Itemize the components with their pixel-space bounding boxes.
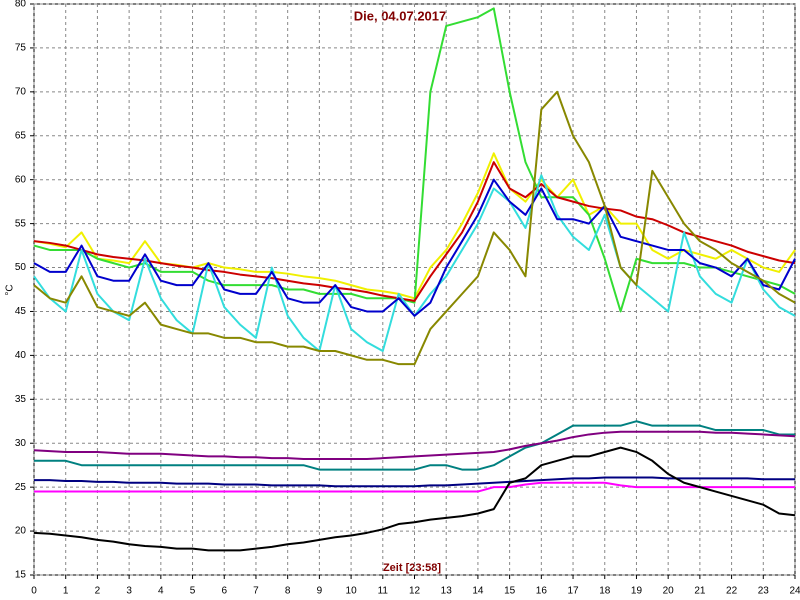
- y-tick-label: 35: [15, 394, 27, 405]
- y-tick-label: 80: [15, 0, 27, 10]
- x-tick-label: 23: [758, 586, 770, 597]
- series-line: [33, 430, 796, 461]
- x-tick-label: 14: [472, 586, 484, 597]
- x-tick-label: 21: [694, 586, 706, 597]
- x-tick-label: 20: [663, 586, 675, 597]
- y-tick-label: 75: [15, 43, 27, 54]
- y-tick-label: 15: [15, 570, 27, 581]
- series-line: [34, 476, 795, 488]
- y-tick-label: 55: [15, 218, 27, 229]
- series-line: [34, 481, 795, 493]
- x-tick-label: 24: [789, 586, 800, 597]
- y-tick-label: 60: [15, 174, 27, 185]
- series-line: [34, 420, 795, 471]
- y-tick-label: 45: [15, 306, 27, 317]
- x-tick-label: 11: [378, 586, 389, 597]
- x-tick-label: 6: [221, 586, 227, 597]
- x-tick-label: 2: [95, 586, 101, 597]
- y-tick-label: 65: [15, 130, 27, 141]
- x-tick-label: 3: [126, 586, 132, 597]
- y-tick-label: 50: [15, 262, 27, 273]
- y-tick-label: 70: [15, 86, 27, 97]
- x-tick-label: 4: [158, 586, 164, 597]
- series-line: [33, 178, 796, 317]
- x-tick-label: 8: [285, 586, 291, 597]
- series-line: [33, 90, 796, 366]
- y-tick-label: 40: [15, 350, 27, 361]
- x-tick-label: 22: [726, 586, 738, 597]
- y-tick-label: 25: [15, 482, 27, 493]
- x-tick-label: 1: [63, 586, 69, 597]
- series-line: [33, 161, 796, 302]
- y-axis-label: °C: [5, 284, 16, 295]
- x-tick-label: 19: [631, 586, 643, 597]
- x-tick-label: 17: [567, 586, 579, 597]
- x-tick-label: 10: [346, 586, 358, 597]
- y-tick-label: 30: [15, 438, 27, 449]
- x-tick-label: 7: [253, 586, 259, 597]
- y-tick-label: 20: [15, 526, 27, 537]
- series-line: [33, 446, 796, 552]
- x-tick-label: 9: [317, 586, 323, 597]
- x-tick-label: 13: [441, 586, 453, 597]
- series-line: [33, 7, 796, 313]
- x-tick-label: 15: [504, 586, 516, 597]
- chart-title: Die, 04.07.2017: [354, 8, 447, 23]
- x-tick-label: 5: [190, 586, 196, 597]
- x-tick-label: 16: [536, 586, 548, 597]
- x-axis-label: Zeit [23:58]: [383, 562, 441, 574]
- x-tick-label: 0: [31, 586, 37, 597]
- x-tick-label: 12: [409, 586, 421, 597]
- x-tick-label: 18: [599, 586, 611, 597]
